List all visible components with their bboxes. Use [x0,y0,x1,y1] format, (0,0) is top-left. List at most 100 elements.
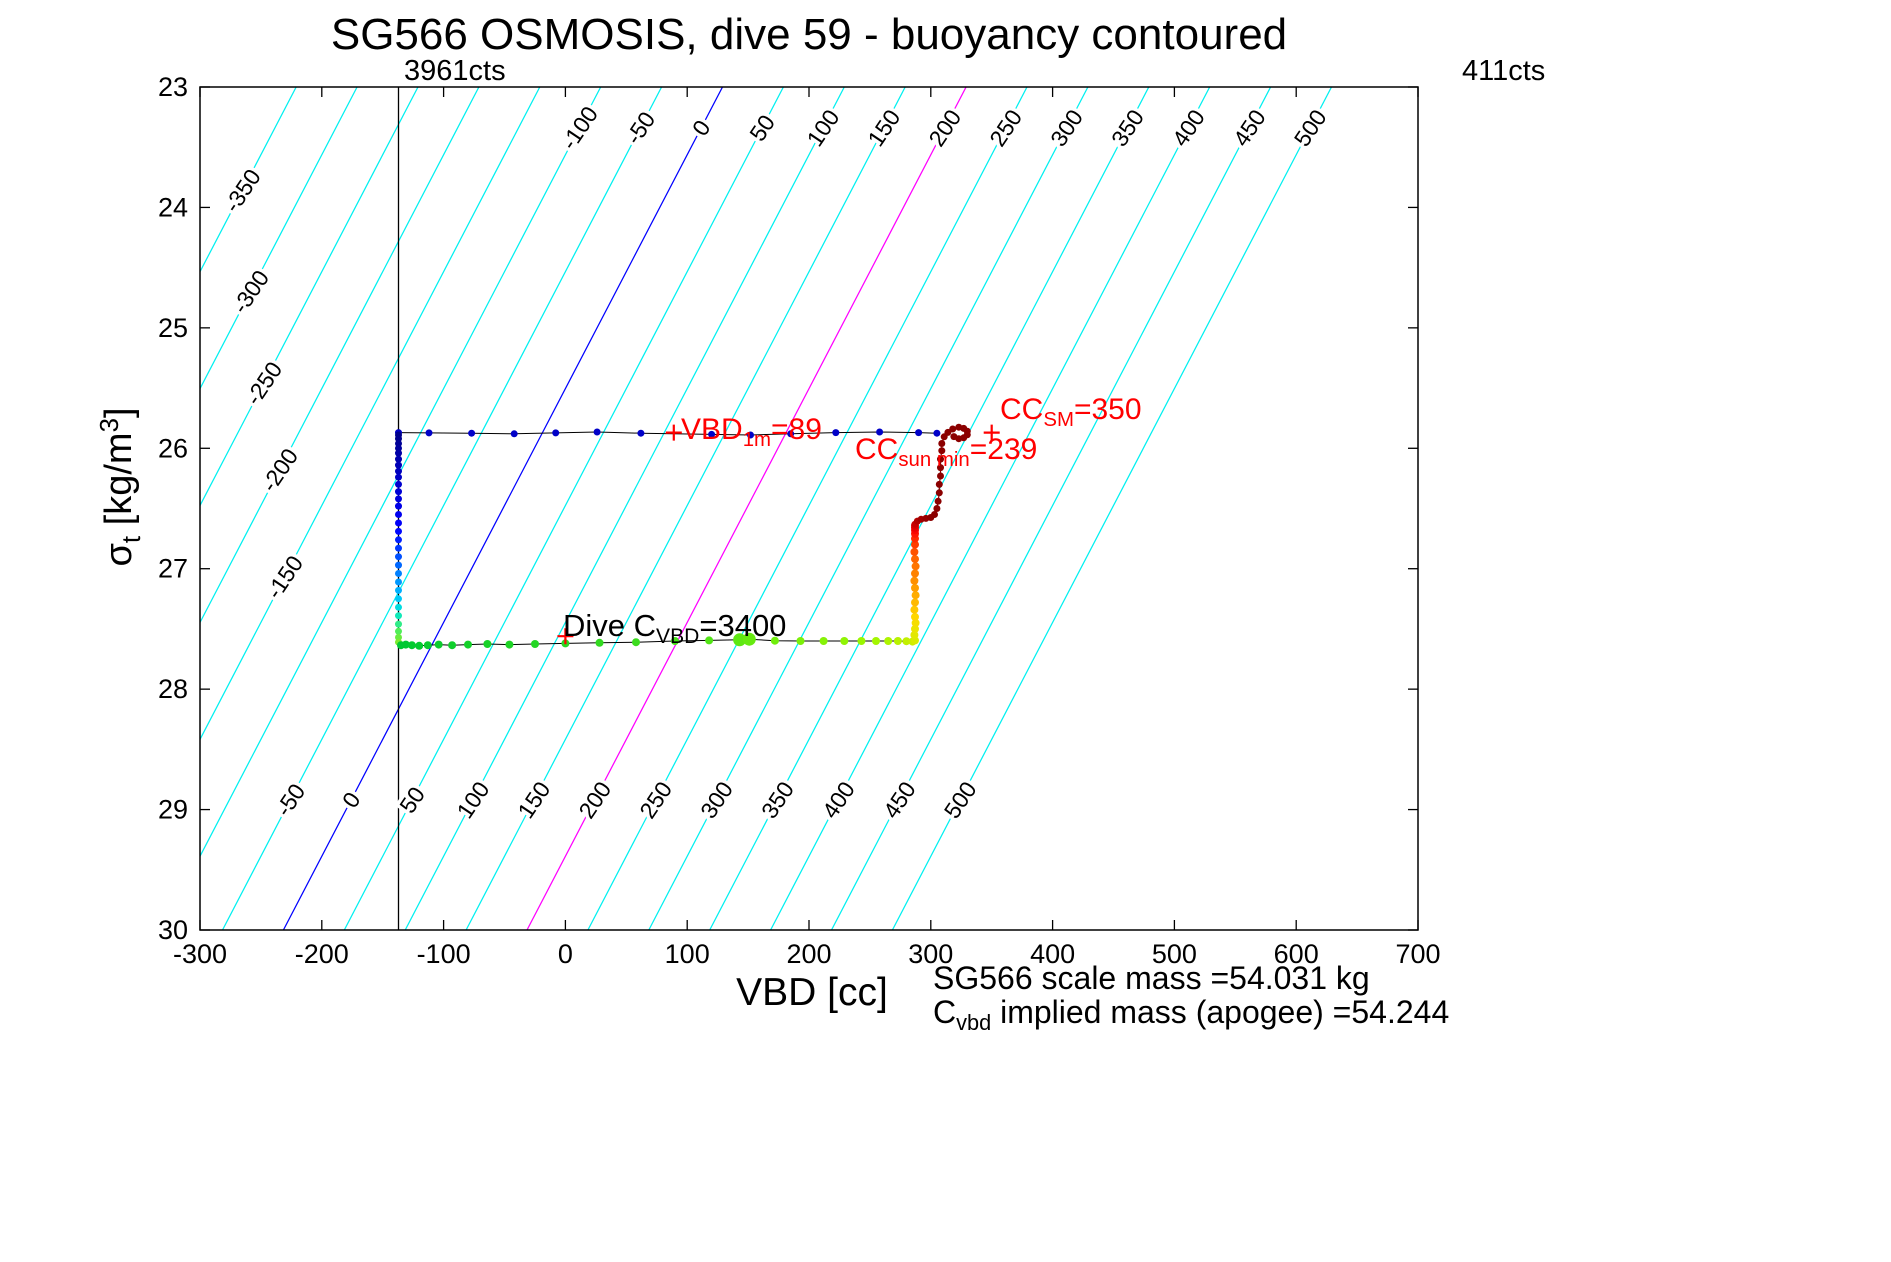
data-point [937,464,944,472]
data-point [395,586,402,594]
vbd-counts-right-label: 411cts [1462,55,1545,87]
x-tick-label: 400 [1030,939,1075,969]
series-line [400,638,913,647]
data-point [395,570,402,577]
contour-label: -300 [227,265,274,318]
series-line [398,431,937,436]
contour-label: 50 [394,782,430,818]
contour-label: 150 [862,105,905,151]
data-point [395,488,402,496]
text-part: =350 [1073,393,1142,426]
contour-label: 250 [634,777,677,823]
data-point [938,440,946,447]
contour-line-250 [587,87,1028,930]
data-point [819,637,828,645]
chart-title: SG566 OSMOSIS, dive 59 - buoyancy contou… [330,10,1288,59]
x-tick-label: -100 [417,939,471,969]
text-part: CC [1000,393,1044,426]
data-point [911,540,919,549]
data-point [902,637,911,646]
data-point [415,641,424,650]
contour-line--350 [200,87,297,274]
data-point [934,497,942,505]
subscript-text: VBD [656,624,700,648]
data-point [407,641,416,650]
contour-label: 0 [337,787,366,812]
contour-label: -200 [256,444,303,497]
data-point [395,544,402,552]
scale-mass-label: SG566 scale mass =54.031 kg [933,960,1370,996]
contour-label: 350 [756,777,799,823]
contour-label: 300 [695,777,738,823]
series-dive-descent-column [395,431,402,646]
data-point [742,632,756,646]
data-point [911,598,919,607]
contour-line-100 [404,87,845,930]
data-point [510,430,518,438]
data-point [949,425,957,433]
data-point [937,472,944,480]
contour-label: -100 [556,102,603,155]
subscript-text: 1m [742,428,772,451]
data-point [395,578,402,586]
data-point [911,584,919,592]
data-point [595,638,604,647]
data-point [395,480,402,488]
text-part: implied mass (apogee) =54.244 [991,994,1450,1030]
text-part: VBD [681,413,743,446]
contour-label: 300 [1045,105,1088,151]
contour-label: 500 [1289,105,1332,151]
data-point [637,429,645,437]
data-point [395,473,402,481]
contour-line--200 [200,87,480,624]
contour-label: 450 [878,777,921,823]
data-point [910,605,919,614]
contour-label: 350 [1106,105,1149,151]
data-point [884,637,893,645]
data-point [840,637,849,645]
contour-line-450 [830,87,1272,930]
data-point [911,618,920,627]
contour-line-0 [282,87,724,930]
data-point [832,429,840,437]
contour-lines [200,87,1333,930]
contour-label: 50 [744,110,780,146]
contour-label: 100 [801,105,844,151]
data-point [395,519,402,527]
text-part: =239 [969,433,1038,466]
x-tick-label: 200 [786,939,831,969]
text-part: Dive C [563,608,657,643]
x-tick-label: 600 [1274,939,1319,969]
data-point [395,455,402,463]
data-point [770,636,779,645]
data-point [910,576,919,585]
x-axis-label: VBD [cc] [736,971,888,1014]
text-part: CC [855,433,899,466]
contour-label: -350 [219,164,266,217]
contour-label: 150 [512,777,555,823]
data-point [395,440,402,447]
data-point [910,631,919,639]
data-point [425,429,433,437]
data-point [911,555,919,564]
data-point [950,433,958,441]
y-tick-label: 25 [158,313,188,343]
contour-line-500 [891,87,1333,930]
data-point [395,435,402,443]
data-point [872,637,880,645]
text-part: C [933,994,957,1030]
data-point [395,511,402,518]
data-point [632,638,640,647]
contour-label: 200 [573,777,616,823]
text-part: =89 [771,413,822,446]
data-point [552,429,560,437]
contour-line--300 [200,87,358,390]
data-point [935,480,943,488]
annotation-cc-sm: CCSM=350 [1000,393,1142,431]
data-point [395,620,402,628]
data-point [395,612,402,620]
data-point [593,428,601,436]
series-apogee-drift-line [397,632,917,650]
